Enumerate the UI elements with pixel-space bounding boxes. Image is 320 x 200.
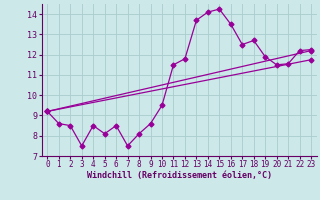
X-axis label: Windchill (Refroidissement éolien,°C): Windchill (Refroidissement éolien,°C)	[87, 171, 272, 180]
